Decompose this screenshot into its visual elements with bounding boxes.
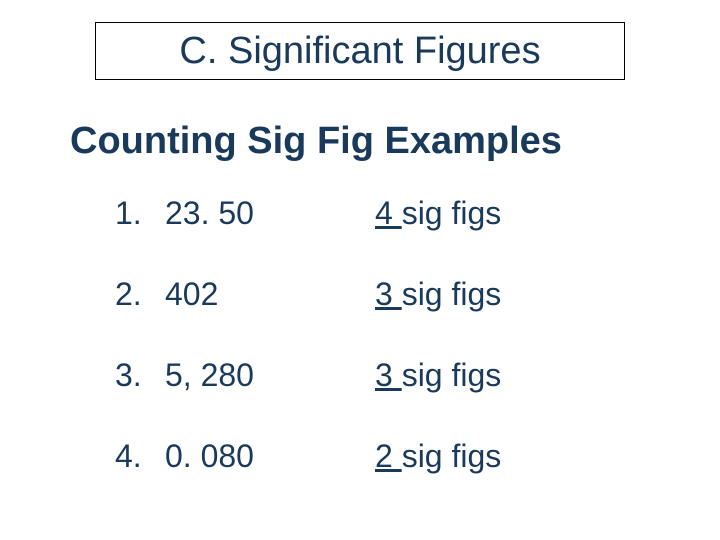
- example-row: 3. 5, 280 3 sig figs: [115, 357, 501, 394]
- sigfig-count: 3: [375, 276, 402, 312]
- example-value: 5, 280: [165, 357, 375, 394]
- example-index: 1.: [115, 195, 165, 232]
- sigfig-label: sig figs: [402, 357, 502, 393]
- example-index: 2.: [115, 276, 165, 313]
- example-answer: 2 sig figs: [375, 438, 501, 475]
- sigfig-label: sig figs: [402, 276, 502, 312]
- title-box: C. Significant Figures: [95, 22, 625, 80]
- example-answer: 3 sig figs: [375, 357, 501, 394]
- example-value: 23. 50: [165, 195, 375, 232]
- example-value: 402: [165, 276, 375, 313]
- sigfig-label: sig figs: [402, 438, 502, 474]
- example-row: 1. 23. 50 4 sig figs: [115, 195, 501, 232]
- examples-list: 1. 23. 50 4 sig figs 2. 402 3 sig figs 3…: [115, 195, 501, 519]
- example-row: 4. 0. 080 2 sig figs: [115, 438, 501, 475]
- example-row: 2. 402 3 sig figs: [115, 276, 501, 313]
- example-answer: 3 sig figs: [375, 276, 501, 313]
- page-title: C. Significant Figures: [179, 30, 540, 73]
- sigfig-label: sig figs: [402, 195, 502, 231]
- sigfig-count: 2: [375, 438, 402, 474]
- example-index: 4.: [115, 438, 165, 475]
- sigfig-count: 3: [375, 357, 402, 393]
- example-answer: 4 sig figs: [375, 195, 501, 232]
- sigfig-count: 4: [375, 195, 402, 231]
- example-value: 0. 080: [165, 438, 375, 475]
- subtitle: Counting Sig Fig Examples: [70, 120, 562, 163]
- example-index: 3.: [115, 357, 165, 394]
